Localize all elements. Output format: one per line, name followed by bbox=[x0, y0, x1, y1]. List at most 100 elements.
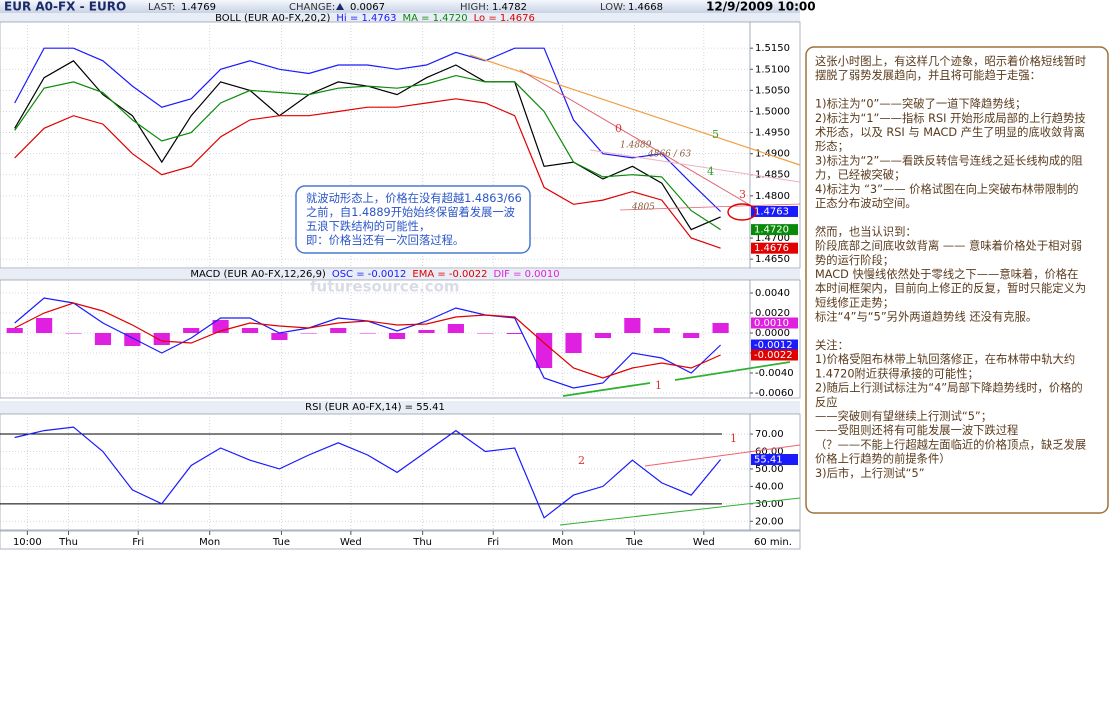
histogram-bar bbox=[565, 333, 582, 353]
note-line: 标注“4”与“5”另外两道趋势线 还没有克服。 bbox=[815, 310, 1037, 324]
x-tick-label: 10:00 bbox=[13, 537, 42, 548]
y-tick-label: 1.4900 bbox=[755, 149, 790, 160]
panel-title-bar bbox=[0, 401, 800, 414]
plots: BOLL (EUR A0-FX,20,2) Hi = 1.4763 MA = 1.4… bbox=[0, 13, 801, 550]
up-arrow bbox=[336, 3, 344, 10]
series-line bbox=[14, 426, 722, 519]
low-label: LOW: bbox=[600, 2, 626, 13]
bubble-line: 五浪下跌结构的可能性， bbox=[306, 219, 430, 233]
high-value: 1.4782 bbox=[492, 2, 527, 13]
x-tick-label: Tue bbox=[272, 537, 290, 548]
last-value-box bbox=[751, 339, 798, 351]
y-tick-label: 30.00 bbox=[755, 499, 784, 510]
annotation: 4866 / 63 bbox=[647, 150, 691, 160]
last-value-label: -0.0012 bbox=[754, 340, 793, 351]
last-value-box bbox=[751, 224, 798, 236]
histogram-bar bbox=[6, 328, 23, 333]
legend-entry: OSC = -0.0012 bbox=[332, 269, 407, 280]
histogram-bar bbox=[712, 323, 729, 333]
last-label: LAST: bbox=[148, 2, 175, 13]
panel-title: BOLL (EUR A0-FX,20,2) Hi = 1.4763 MA = 1.4… bbox=[215, 13, 535, 24]
x-tick-label: Tue bbox=[625, 537, 643, 548]
y-tick-label: 1.5050 bbox=[755, 85, 790, 96]
panel-title-text: BOLL (EUR A0-FX,20,2) bbox=[215, 13, 330, 24]
trendline-0 bbox=[519, 69, 751, 206]
legend-entry: Hi = 1.4763 bbox=[336, 13, 396, 24]
histogram-bar bbox=[653, 328, 670, 333]
histogram-bar bbox=[388, 333, 406, 339]
histogram-bar bbox=[94, 333, 112, 345]
note-text: 这张小时图上，有这样几个迹象，昭示着价格短线暂时摆脱了弱势发展趋向，并且将可能趋… bbox=[815, 54, 1086, 480]
histogram-bar bbox=[153, 333, 170, 345]
note-line: 3)标注为“2”——看跌反转信号连线之延长线构成的阻 bbox=[815, 153, 1083, 167]
series-line bbox=[14, 302, 721, 379]
x-tick-label: Wed bbox=[340, 537, 362, 548]
x-tick-label: Thu bbox=[412, 537, 432, 548]
histogram-bar bbox=[447, 324, 464, 333]
note-line: 阶段底部之间底收敛背离 —— 意味着价格处于相对弱 bbox=[815, 239, 1082, 253]
y-tick-label: 60.00 bbox=[755, 447, 784, 458]
annotation: 2 bbox=[578, 454, 585, 467]
note-line: 这张小时图上，有这样几个迹象，昭示着价格短线暂时 bbox=[815, 54, 1086, 68]
histogram-bar bbox=[330, 328, 347, 333]
panel-title: RSI (EUR A0-FX,14) = 55.41 bbox=[305, 402, 445, 413]
x-tick-label: Mon bbox=[199, 537, 220, 548]
last-value-label: 0.0010 bbox=[754, 318, 789, 329]
y-tick-label: 70.00 bbox=[755, 429, 784, 440]
histogram-bar bbox=[683, 333, 700, 338]
highlight-ellipse bbox=[727, 203, 757, 221]
axis-strip bbox=[749, 279, 801, 399]
x-tick-label: Fri bbox=[487, 537, 499, 548]
rsi-trendline bbox=[644, 444, 801, 467]
x-axis-strip bbox=[0, 530, 801, 550]
annotation: 0 bbox=[615, 122, 622, 135]
note-line: 力，已经被突破； bbox=[815, 168, 905, 182]
note-line: 2)标注为“1”——指标 RSI 开始形成局部的上行趋势技 bbox=[815, 111, 1086, 125]
y-tick-label: 40.00 bbox=[755, 481, 784, 492]
y-tick-label: 50.00 bbox=[755, 464, 784, 475]
axis-strip bbox=[749, 413, 801, 531]
note-line: MACD 快慢线依然处于零线之下——意味着，价格在 bbox=[815, 267, 1078, 281]
histogram-bar bbox=[594, 333, 612, 338]
change-label: CHANGE: bbox=[289, 2, 335, 13]
annotation: 1 bbox=[730, 432, 737, 445]
macd-trendline bbox=[674, 361, 791, 381]
series-line bbox=[14, 47, 722, 212]
annotation: 3 bbox=[739, 188, 746, 201]
last-value: 1.4769 bbox=[181, 2, 216, 13]
note-line: ——受阻则还将有可能发展一波下跌过程 bbox=[815, 423, 1018, 437]
note-line: 然而，也当认识到： bbox=[815, 224, 917, 238]
datetime: 12/9/2009 10:00 bbox=[706, 0, 816, 14]
trendline-2 bbox=[619, 203, 801, 211]
legend-entry: DIF = 0.0010 bbox=[494, 269, 560, 280]
histogram-bar bbox=[359, 333, 376, 334]
bubble-line: 即：价格当还有一次回落过程。 bbox=[306, 233, 464, 247]
note-line: ——突破则有望继续上行测试“5”； bbox=[815, 409, 992, 423]
panel-title-bar bbox=[0, 13, 800, 22]
note-line: 1)价格受阻布林带上轨回落修正，在布林带中轨大约 bbox=[815, 352, 1075, 366]
last-value-box bbox=[751, 349, 798, 361]
panel bbox=[0, 413, 751, 531]
annotation: 1.4889 bbox=[620, 141, 652, 151]
annotation: 4805 bbox=[631, 203, 655, 213]
histogram-bar bbox=[624, 318, 641, 333]
note-line: 价格上行趋势的前提条件） bbox=[815, 452, 951, 466]
y-tick-label: 20.00 bbox=[755, 516, 784, 527]
y-tick-label: -0.0060 bbox=[755, 388, 794, 399]
last-value-label: -0.0022 bbox=[754, 350, 793, 361]
note-line: 短线修正走势； bbox=[815, 295, 894, 309]
last-value-label: 1.4720 bbox=[754, 225, 789, 236]
rsi-trendline bbox=[559, 497, 801, 526]
series-line bbox=[14, 74, 721, 231]
note-line: 形态； bbox=[815, 140, 849, 153]
note-line: 正态分布波动空间。 bbox=[815, 196, 917, 210]
last-value-box bbox=[751, 242, 798, 254]
legend-entry: Lo = 1.4676 bbox=[474, 13, 535, 24]
note-line: 关注： bbox=[815, 338, 849, 352]
histogram-bar bbox=[477, 333, 494, 334]
panel-title-text: RSI (EUR A0-FX,14) = 55.41 bbox=[305, 402, 445, 413]
legend-entry: EMA = -0.0022 bbox=[412, 269, 487, 280]
header-bar bbox=[0, 0, 800, 13]
histogram-bar bbox=[183, 328, 200, 333]
